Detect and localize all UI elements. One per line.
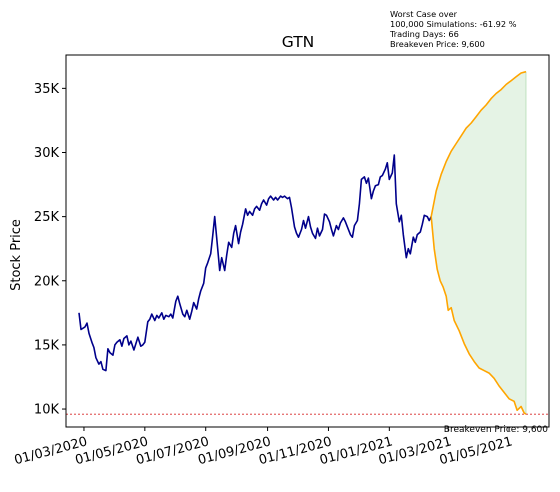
annotation-line-3: Trading Days: 66 [389,29,459,39]
projection-lower-line [430,216,527,415]
y-tick-label: 15K [34,338,60,353]
y-tick-label: 20K [34,274,60,289]
annotation-line-2: 100,000 Simulations: -61.92 % [390,19,517,29]
y-tick-label: 30K [34,146,60,161]
projection-upper-line [430,70,527,217]
breakeven-label: Breakeven Price: 9,600 [444,425,548,435]
plot-area [66,70,549,415]
y-tick-label: 35K [34,82,60,97]
history-line [78,154,432,372]
annotation-line-4: Breakeven Price: 9,600 [390,39,485,49]
y-tick-label: 10K [34,403,60,418]
projection-band [431,71,526,415]
axes-frame [65,54,550,428]
chart-title: GTN [282,33,315,51]
annotation-line-1: Worst Case over [390,9,458,19]
y-axis-ticks: 10K 15K 20K 25K 30K 35K [34,82,66,418]
y-tick-label: 25K [34,210,60,225]
x-axis-ticks: 01/03/202001/05/202001/07/202001/09/2020… [13,427,514,468]
y-axis-label: Stock Price [9,219,24,291]
